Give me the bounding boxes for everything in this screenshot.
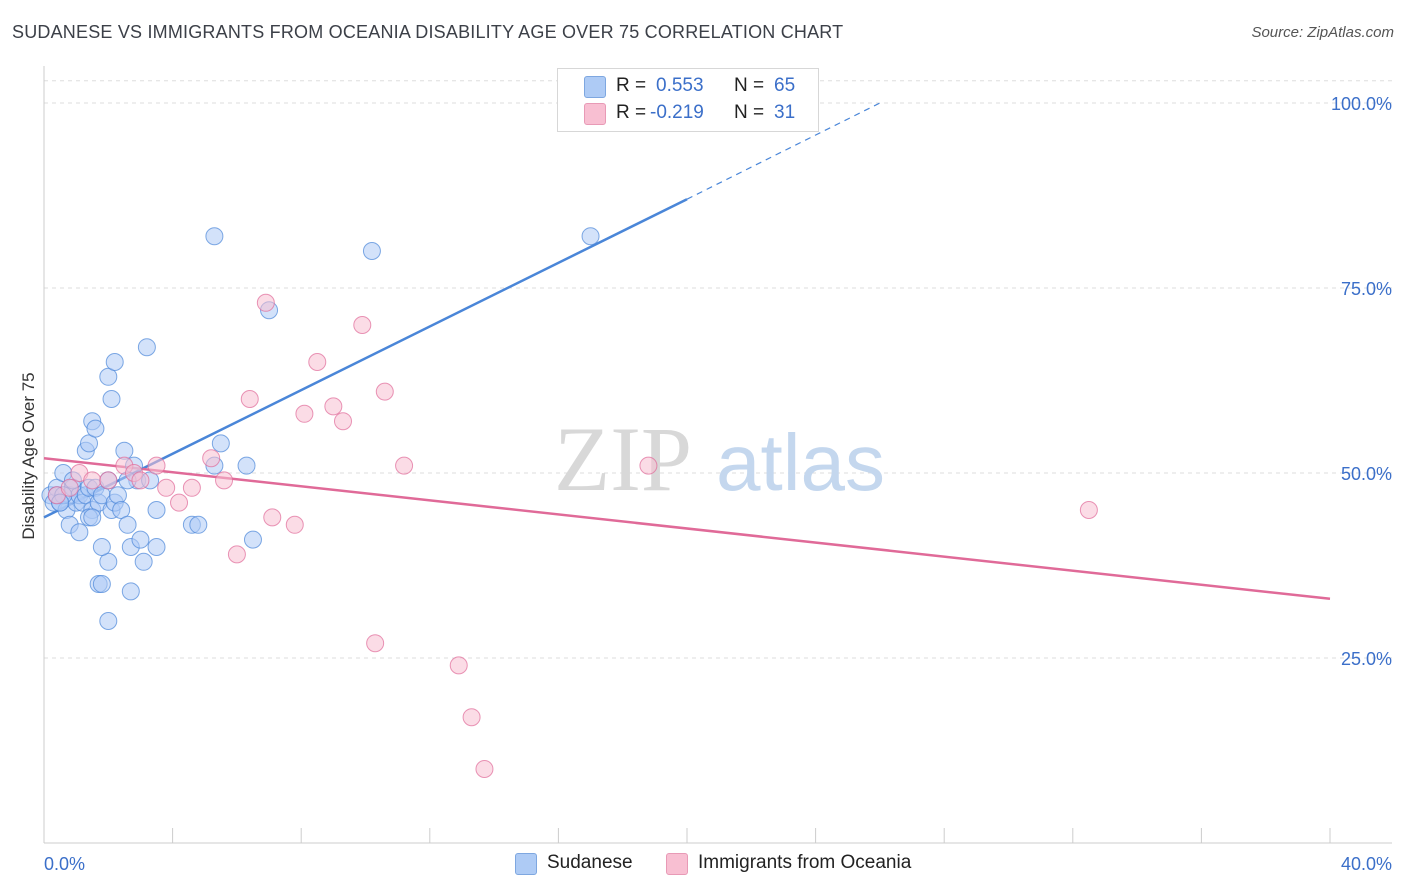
legend-n-value: 65 [774,75,796,96]
point-sudanese [137,338,156,357]
point-sudanese [581,227,600,246]
point-oceania [333,412,352,431]
point-oceania [170,493,189,512]
chart-source: Source: ZipAtlas.com [1251,24,1394,41]
point-sudanese [105,353,124,371]
point-oceania [83,471,102,490]
point-oceania [353,316,372,334]
point-oceania [157,478,176,497]
point-oceania [263,508,282,527]
point-sudanese [92,538,111,556]
bottom-legend-swatch-sudanese [515,853,537,875]
point-oceania [202,449,221,468]
x-tick-label-max: 40.0% [1341,854,1392,874]
point-sudanese [121,582,140,601]
y-tick-label: 25.0% [1341,649,1392,669]
y-tick-labels: 25.0% 50.0% 75.0% 100.0% [1331,94,1392,669]
legend-n-label: N = [734,102,765,123]
bottom-legend-label-sudanese: Sudanese [547,852,633,873]
point-sudanese [189,515,208,534]
point-oceania [131,471,150,490]
point-oceania [227,545,246,564]
point-sudanese [112,501,131,519]
legend-row-sudanese: R = 0.553 N = 65 [584,75,814,99]
point-sudanese [147,501,166,519]
point-sudanese [211,434,230,453]
point-oceania [256,293,275,312]
point-oceania [639,456,658,475]
bottom-legend-label-oceania: Immigrants from Oceania [698,852,912,873]
legend-n-label: N = [734,75,765,96]
bottom-legend-sudanese: Sudanese [515,852,645,876]
point-oceania [366,634,385,653]
point-sudanese [92,575,111,593]
trend-layer [43,102,1331,601]
point-oceania [1079,501,1098,519]
y-tick-label: 75.0% [1341,279,1392,299]
legend-swatch-sudanese [584,76,606,98]
watermark-zip: ZIP [554,408,692,510]
point-oceania [395,456,414,475]
watermark: ZIP atlas [554,408,885,510]
legend-row-oceania: R = -0.219 N = 31 [584,102,814,126]
bottom-legend-oceania: Immigrants from Oceania [666,852,936,876]
point-sudanese [83,508,102,527]
trend-line-oceania [43,456,1331,601]
point-sudanese [205,227,224,246]
legend-r-label: R = [616,102,647,123]
point-sudanese [102,390,121,408]
point-oceania [308,353,327,371]
trend-line-sudanese-extension [686,102,881,200]
point-sudanese [237,456,256,475]
axis-layer [43,66,1392,844]
legend-r-label: R = [616,75,647,96]
watermark-atlas: atlas [716,418,885,507]
stats-legend: R = 0.553 N = 65 R = -0.219 N = 31 [557,68,819,132]
bottom-legend-swatch-oceania [666,853,688,875]
point-sudanese [134,552,153,571]
point-oceania [99,471,118,490]
chart-title: SUDANESE VS IMMIGRANTS FROM OCEANIA DISA… [12,22,844,42]
point-sudanese [70,523,89,542]
y-tick-label: 50.0% [1341,464,1392,484]
point-oceania [60,478,79,497]
points-layer [41,227,1098,778]
point-sudanese [147,538,166,556]
legend-r-value: 0.553 [656,75,704,96]
point-sudanese [86,419,105,438]
point-oceania [295,404,314,423]
point-oceania [215,471,234,490]
point-oceania [462,708,481,727]
point-oceania [240,390,259,408]
point-sudanese [99,367,118,386]
point-oceania [182,478,201,497]
point-sudanese [243,530,262,549]
point-sudanese [131,530,150,549]
point-oceania [324,397,343,416]
point-oceania [147,456,166,475]
point-sudanese [99,612,118,630]
y-axis-label: Disability Age Over 75 [19,372,38,539]
legend-swatch-oceania [584,103,606,125]
point-sudanese [99,552,118,571]
point-sudanese [118,515,137,534]
x-tick-label-min: 0.0% [44,854,85,874]
legend-r-value: -0.219 [650,102,704,123]
point-sudanese [362,242,381,260]
point-oceania [475,760,494,778]
point-oceania [449,656,468,675]
point-oceania [285,515,304,534]
legend-n-value: 31 [774,102,796,123]
point-sudanese [80,434,99,453]
point-sudanese [108,486,127,505]
point-oceania [375,382,394,401]
y-tick-label: 100.0% [1331,94,1392,114]
